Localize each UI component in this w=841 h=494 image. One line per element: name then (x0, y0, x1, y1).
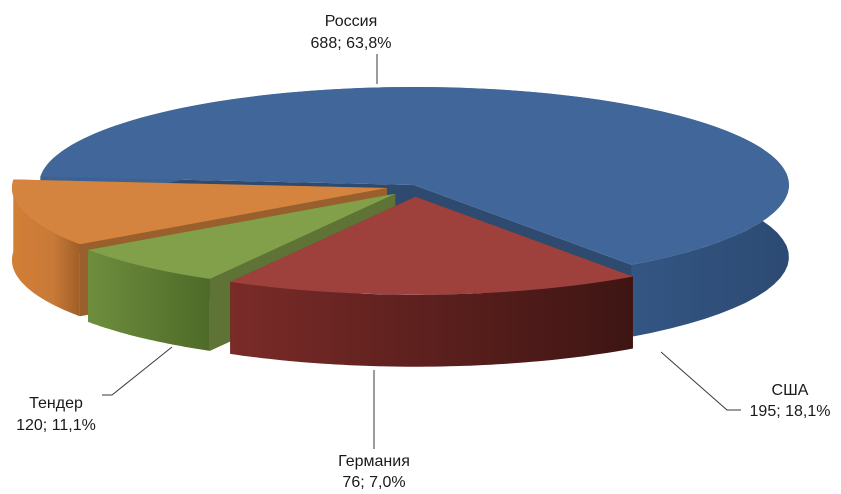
leader-line-tender (102, 346, 173, 396)
pie-slice-usa (230, 196, 633, 367)
slice-top-usa (230, 196, 633, 295)
label-value-russia: 688; 63,8% (311, 35, 392, 52)
label-name-usa: США (772, 382, 809, 399)
slice-wall-tender (12, 179, 80, 317)
label-name-germany: Германия (338, 453, 410, 470)
label-value-usa: 195; 18,1% (750, 403, 831, 420)
leader-line-usa (660, 351, 741, 411)
slice-wall-usa (230, 276, 633, 367)
label-name-tender: Тендер (29, 395, 83, 412)
slice-wall-germany (88, 249, 210, 351)
label-value-germany: 76; 7,0% (342, 474, 405, 491)
label-value-tender: 120; 11,1% (16, 417, 96, 434)
slice-top-germany (88, 193, 396, 279)
slice-top-tender (11, 179, 387, 245)
label-name-russia: Россия (325, 13, 377, 30)
slice-top-russia (40, 86, 789, 265)
